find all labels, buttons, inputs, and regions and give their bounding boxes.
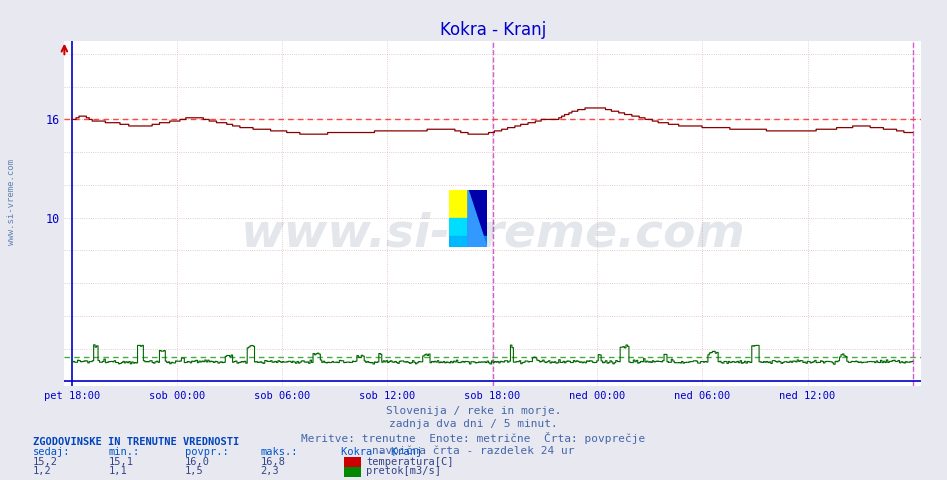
Polygon shape xyxy=(449,236,487,247)
Text: zadnja dva dni / 5 minut.: zadnja dva dni / 5 minut. xyxy=(389,419,558,429)
Text: Kokra - Kranj: Kokra - Kranj xyxy=(341,447,422,457)
Text: temperatura[C]: temperatura[C] xyxy=(366,456,454,467)
Text: www.si-vreme.com: www.si-vreme.com xyxy=(7,158,16,245)
Text: Meritve: trenutne  Enote: metrične  Črta: povprečje: Meritve: trenutne Enote: metrične Črta: … xyxy=(301,432,646,444)
Text: 1,5: 1,5 xyxy=(185,466,204,476)
Text: 2,3: 2,3 xyxy=(260,466,279,476)
Text: 1,2: 1,2 xyxy=(33,466,52,476)
Text: min.:: min.: xyxy=(109,447,140,457)
Text: maks.:: maks.: xyxy=(260,447,298,457)
Text: www.si-vreme.com: www.si-vreme.com xyxy=(241,212,745,257)
Text: navpična črta - razdelek 24 ur: navpična črta - razdelek 24 ur xyxy=(372,446,575,456)
Polygon shape xyxy=(449,190,468,218)
Text: povpr.:: povpr.: xyxy=(185,447,228,457)
Text: pretok[m3/s]: pretok[m3/s] xyxy=(366,466,441,476)
Text: 15,1: 15,1 xyxy=(109,456,134,467)
Polygon shape xyxy=(449,218,468,247)
Text: sedaj:: sedaj: xyxy=(33,447,71,457)
Text: 15,2: 15,2 xyxy=(33,456,58,467)
Text: ZGODOVINSKE IN TRENUTNE VREDNOSTI: ZGODOVINSKE IN TRENUTNE VREDNOSTI xyxy=(33,437,240,447)
Text: 16,8: 16,8 xyxy=(260,456,285,467)
Polygon shape xyxy=(468,190,487,247)
Text: 1,1: 1,1 xyxy=(109,466,128,476)
Text: 16,0: 16,0 xyxy=(185,456,209,467)
Polygon shape xyxy=(468,190,487,247)
Text: Slovenija / reke in morje.: Slovenija / reke in morje. xyxy=(385,406,562,416)
Title: Kokra - Kranj: Kokra - Kranj xyxy=(439,21,546,39)
